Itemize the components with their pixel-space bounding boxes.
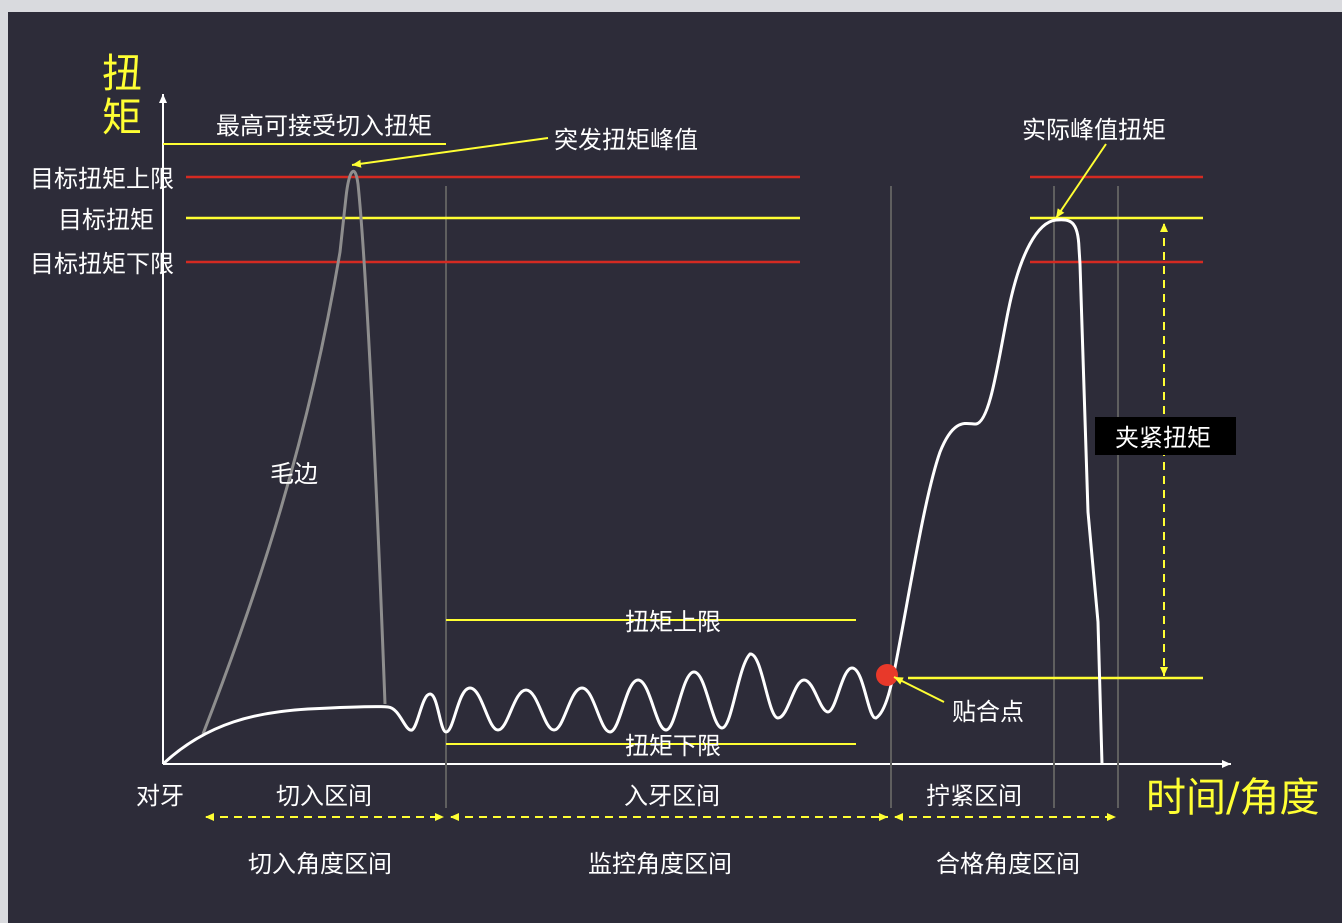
region-thread: 入牙区间 bbox=[624, 782, 720, 810]
burr-label: 毛边 bbox=[270, 460, 318, 488]
target-upper-label: 目标扭矩上限 bbox=[30, 165, 174, 193]
target-lower-label: 目标扭矩下限 bbox=[30, 250, 174, 278]
monitor-angle-range-label: 监控角度区间 bbox=[588, 850, 732, 878]
burst-peak-label: 突发扭矩峰值 bbox=[554, 126, 698, 154]
entry-angle-range-label: 切入角度区间 bbox=[248, 850, 392, 878]
region-align: 对牙 bbox=[136, 782, 184, 810]
diagram-canvas: 扭矩 时间/角度 最高可接受切入扭矩 突发扭矩峰值 实际峰值扭矩 目标扭矩上限 … bbox=[8, 12, 1342, 923]
max-entry-torque-label: 最高可接受切入扭矩 bbox=[216, 112, 432, 140]
pass-angle-range-label: 合格角度区间 bbox=[936, 850, 1080, 878]
fit-point-label: 贴合点 bbox=[952, 698, 1024, 726]
torque-lower-label: 扭矩下限 bbox=[625, 732, 721, 760]
burr-curve bbox=[201, 169, 387, 735]
torque-curve bbox=[161, 218, 1104, 766]
fit-point-dot bbox=[876, 664, 898, 686]
target-label: 目标扭矩 bbox=[58, 206, 154, 234]
region-entry: 切入区间 bbox=[276, 782, 372, 810]
clamp-torque-label: 夹紧扭矩 bbox=[1115, 424, 1211, 452]
torque-upper-label: 扭矩上限 bbox=[625, 608, 721, 636]
clamp-torque-box bbox=[1095, 417, 1236, 455]
region-tighten: 拧紧区间 bbox=[926, 782, 1022, 810]
burst-peak-arrow bbox=[351, 137, 549, 168]
torque-diagram bbox=[159, 94, 1236, 821]
actual-peak-arrow bbox=[1055, 143, 1107, 219]
fit-point-arrow bbox=[893, 676, 945, 703]
actual-peak-label: 实际峰值扭矩 bbox=[1022, 116, 1166, 144]
x-axis-label: 时间/角度 bbox=[1146, 775, 1320, 821]
y-axis-label: 扭矩 bbox=[95, 52, 141, 140]
